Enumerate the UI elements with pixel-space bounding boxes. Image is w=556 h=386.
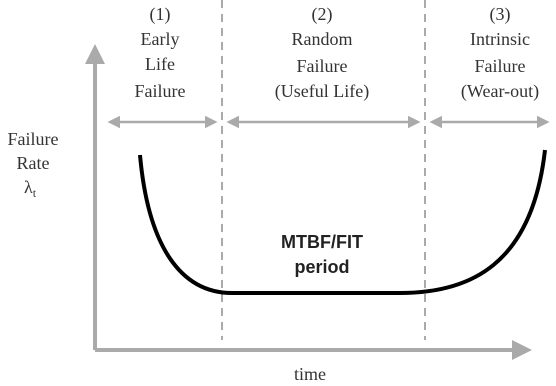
region-label: Life bbox=[145, 54, 175, 74]
region-number: (1) bbox=[150, 4, 171, 25]
region-label: Intrinsic bbox=[470, 29, 530, 49]
subscript: t bbox=[33, 186, 37, 200]
bathtub-curve bbox=[138, 149, 547, 295]
region-label: Failure bbox=[475, 56, 526, 76]
annotation: MTBF/FIT bbox=[281, 232, 363, 252]
symbol: λ bbox=[24, 177, 33, 197]
region-label: Random bbox=[292, 29, 353, 49]
y-axis-label: Failure bbox=[8, 129, 59, 149]
region-label: (Wear-out) bbox=[461, 81, 539, 102]
annotation: period bbox=[294, 257, 349, 277]
region-label: (Useful Life) bbox=[275, 81, 369, 102]
region-number: (3) bbox=[490, 4, 511, 25]
region-label: Failure bbox=[135, 81, 186, 101]
region-label: Failure bbox=[297, 56, 348, 76]
y-axis-symbol: λt bbox=[24, 177, 37, 200]
y-axis-label: Rate bbox=[17, 153, 50, 173]
region-number: (2) bbox=[312, 4, 333, 25]
region-label: Early bbox=[141, 29, 180, 49]
x-axis-label: time bbox=[294, 364, 326, 384]
